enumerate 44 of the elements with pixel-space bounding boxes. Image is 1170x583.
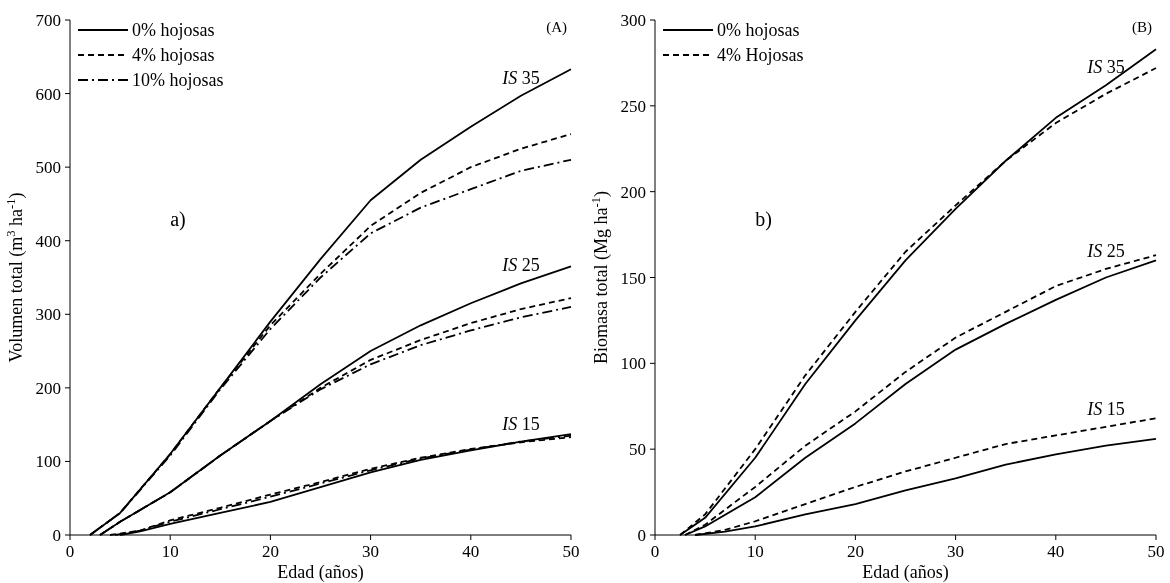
annotation: IS 35	[1086, 57, 1125, 78]
x-tick-label: 50	[1147, 542, 1165, 561]
y-tick-label: 0	[52, 526, 61, 545]
y-tick-label: 300	[620, 11, 646, 30]
y-tick-label: 150	[620, 268, 646, 288]
y-tick-label: 100	[620, 354, 646, 374]
legend-label: 4% Hojosas	[717, 45, 804, 65]
y-tick-label: 250	[620, 96, 646, 116]
annotation: b)	[755, 208, 772, 231]
legend-label: 0% hojosas	[717, 20, 800, 40]
x-axis-title: Edad (años)	[277, 562, 364, 583]
legend-label: 4% hojosas	[132, 45, 215, 65]
y-tick-label: 500	[35, 158, 61, 178]
annotation: IS 15	[1086, 398, 1125, 419]
x-axis-title: Edad (años)	[862, 562, 949, 583]
y-tick-label: 100	[35, 452, 61, 472]
annotation: IS 35	[501, 67, 540, 88]
legend-label: 0% hojosas	[132, 20, 215, 40]
annotation: (A)	[546, 19, 567, 36]
annotation: IS 25	[501, 255, 540, 276]
y-tick-label: 200	[620, 182, 646, 202]
annotation: IS 25	[1086, 240, 1125, 261]
y-tick-label: 0	[637, 526, 646, 545]
x-tick-label: 10	[161, 542, 179, 561]
x-tick-label: 40	[462, 542, 480, 561]
annotation: (B)	[1132, 19, 1152, 36]
annotation: a)	[170, 208, 186, 231]
y-tick-label: 300	[35, 305, 61, 325]
x-tick-label: 20	[846, 542, 864, 561]
x-tick-label: 30	[947, 542, 965, 561]
x-tick-label: 10	[746, 542, 764, 561]
y-tick-label: 700	[35, 11, 61, 30]
y-tick-label: 400	[35, 231, 61, 251]
annotation: IS 15	[501, 413, 540, 434]
y-tick-label: 600	[35, 84, 61, 104]
x-tick-label: 40	[1047, 542, 1065, 561]
y-tick-label: 200	[35, 378, 61, 398]
x-tick-label: 30	[362, 542, 380, 561]
x-tick-label: 0	[65, 542, 75, 561]
x-tick-label: 0	[650, 542, 660, 561]
legend-label: 10% hojosas	[132, 70, 224, 90]
x-tick-label: 50	[562, 542, 580, 561]
x-tick-label: 20	[261, 542, 279, 561]
y-tick-label: 50	[629, 440, 646, 460]
